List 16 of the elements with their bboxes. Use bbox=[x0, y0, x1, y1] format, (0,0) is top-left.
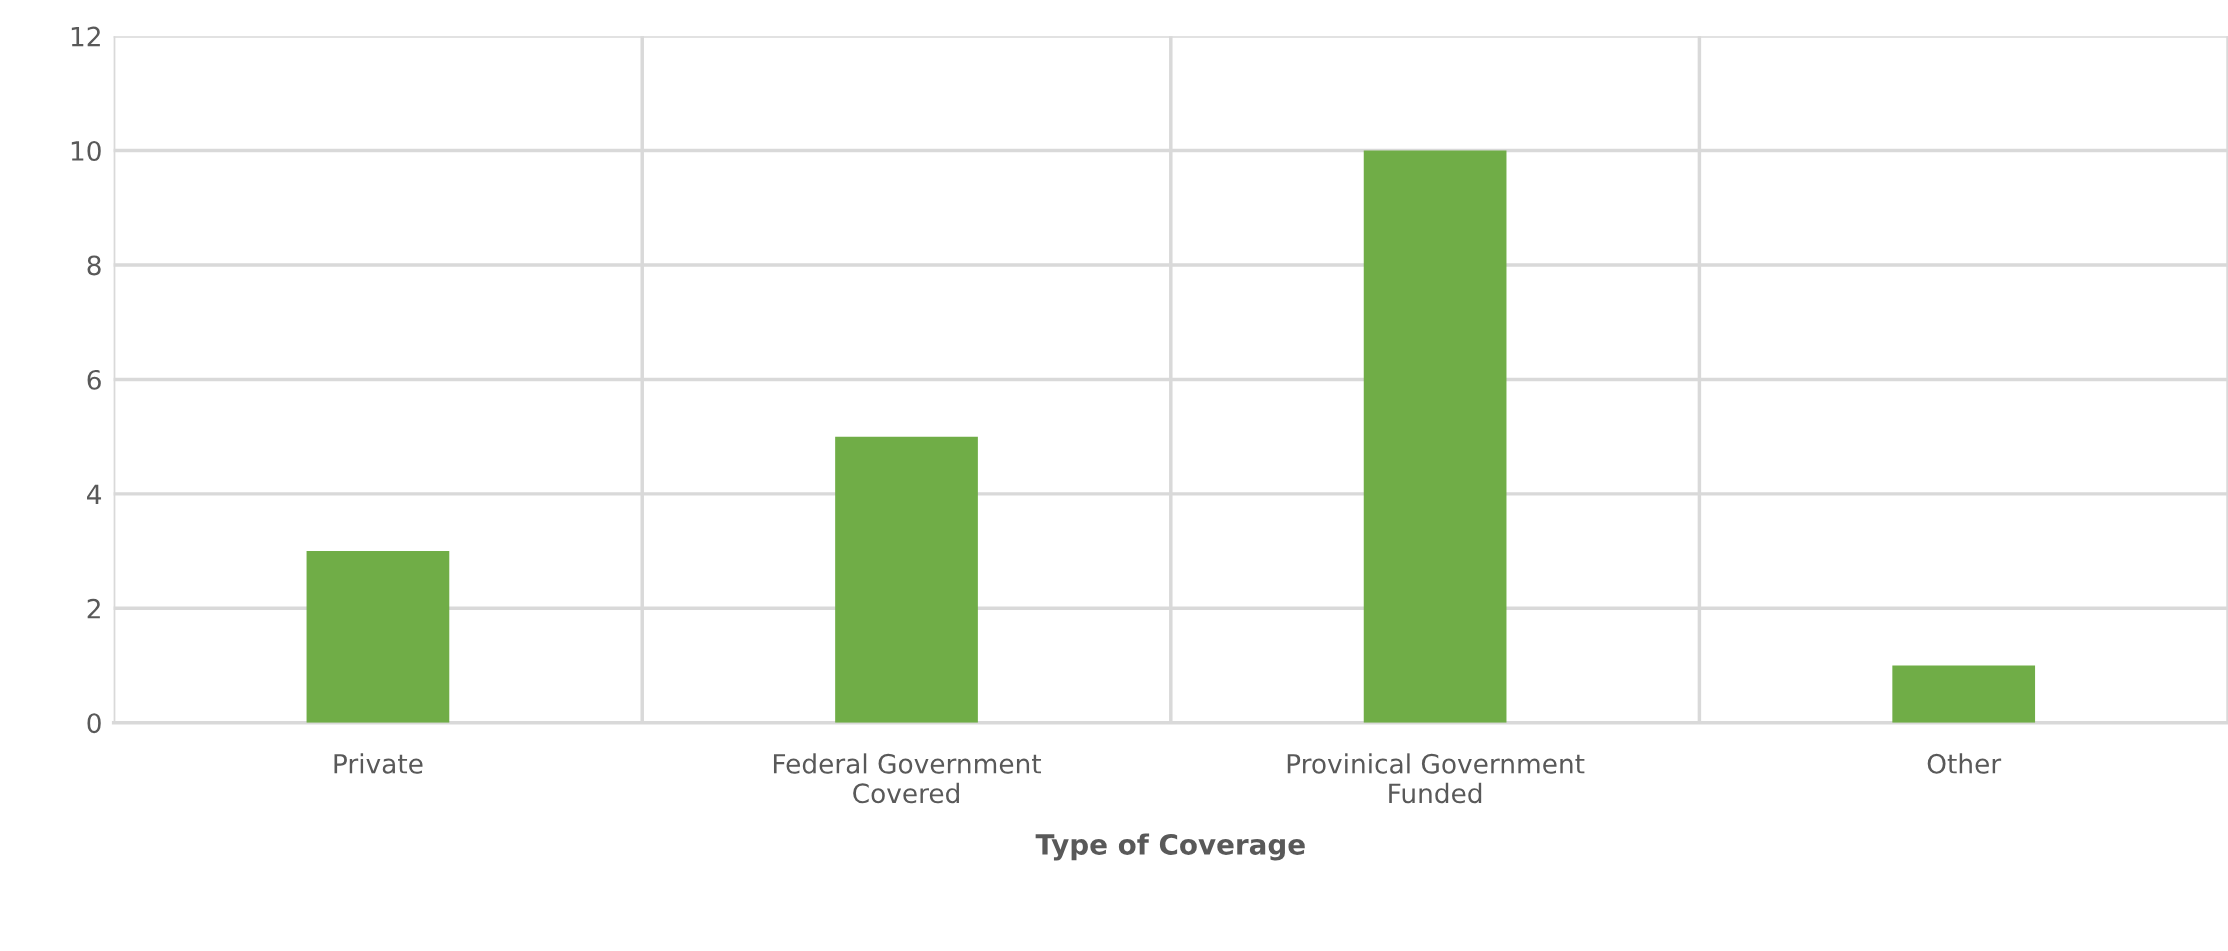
x-tick-label: Provinical Government Funded bbox=[1287, 753, 1585, 804]
y-tick-label: 2 bbox=[87, 598, 100, 619]
y-tick-label: 8 bbox=[87, 255, 101, 276]
x-axis-title: Type of Coverage bbox=[1035, 833, 1305, 861]
bar bbox=[306, 551, 450, 723]
bar bbox=[1363, 150, 1507, 723]
y-tick-label: 10 bbox=[71, 141, 101, 161]
y-tick-label: 0 bbox=[87, 713, 101, 734]
y-tick-label: 6 bbox=[87, 369, 101, 390]
bar bbox=[1892, 665, 2036, 723]
y-tick-label: 12 bbox=[71, 26, 100, 47]
y-tick-label: 4 bbox=[87, 484, 102, 504]
x-tick-label: Private bbox=[334, 753, 423, 774]
x-tick-label: Federal Government Covered bbox=[773, 753, 1042, 804]
x-tick-label: Other bbox=[1927, 753, 2002, 774]
bar bbox=[835, 436, 978, 723]
